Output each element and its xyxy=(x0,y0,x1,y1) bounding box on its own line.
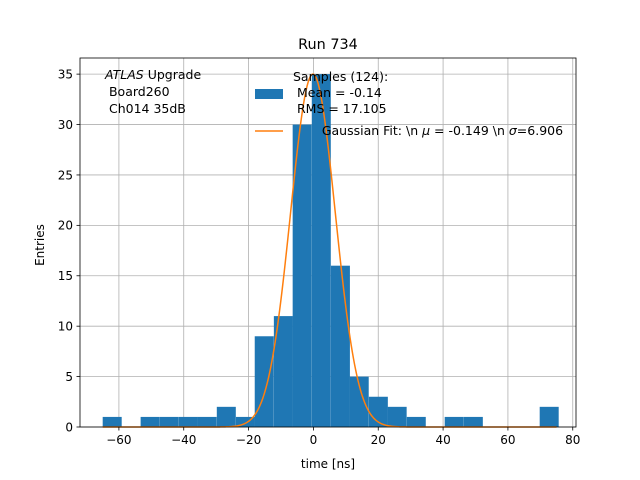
histogram-bar xyxy=(463,416,483,427)
y-tick-label: 15 xyxy=(58,269,73,283)
y-tick-label: 10 xyxy=(58,319,73,333)
histogram-bar xyxy=(387,406,407,427)
x-axis-label: time [ns] xyxy=(301,457,355,471)
legend-fit-mu: μ xyxy=(421,123,430,138)
histogram-bar xyxy=(444,416,464,427)
histogram-bar xyxy=(273,316,293,427)
legend-fit-label-mid: = -0.149 \n xyxy=(430,123,509,138)
x-tick-label: 60 xyxy=(500,433,515,447)
x-tick-label: 40 xyxy=(435,433,450,447)
x-tick-label: −60 xyxy=(106,433,131,447)
svg-text:ATLAS Upgrade: ATLAS Upgrade xyxy=(104,67,201,82)
legend-fit-label: Gaussian Fit: \n μ = -0.149 \n σ=6.906 xyxy=(294,123,583,138)
y-tick-label: 35 xyxy=(58,67,73,81)
histogram-bar xyxy=(368,396,388,427)
legend-fit-sigma: σ xyxy=(509,123,518,138)
histogram-bar xyxy=(539,406,559,427)
y-tick-label: 0 xyxy=(65,420,73,434)
histogram-bar xyxy=(349,376,369,427)
x-tick-label: −40 xyxy=(171,433,196,447)
legend-histogram-label-line3: RMS = 17.105 xyxy=(293,101,387,116)
histogram-bar xyxy=(235,416,255,427)
histogram-bar xyxy=(140,416,160,427)
histogram-bar xyxy=(292,124,312,427)
x-tick-label: −20 xyxy=(236,433,261,447)
legend-histogram-label-line2: Mean = -0.14 xyxy=(293,85,382,100)
histogram-bar xyxy=(159,416,179,427)
annotation-atlas-label: ATLAS xyxy=(104,67,144,82)
legend-fit-label-post: =6.906 xyxy=(517,123,563,138)
x-tick-label: 20 xyxy=(371,433,386,447)
annotation-board-label: Board260 xyxy=(105,84,170,99)
y-axis-label: Entries xyxy=(33,224,47,266)
legend-fit-label-pre: Gaussian Fit: \n xyxy=(322,123,422,138)
y-tick-label: 20 xyxy=(58,219,73,233)
legend: Samples (124): Mean = -0.14 RMS = 17.105… xyxy=(255,69,583,138)
axes-frame xyxy=(79,57,577,428)
histogram-bar xyxy=(406,416,426,427)
atlas-annotation: ATLAS Upgrade Board260 Ch014 35dB xyxy=(104,67,201,116)
x-tick-label: 0 xyxy=(310,433,318,447)
annotation-channel-label: Ch014 35dB xyxy=(105,101,186,116)
y-tick-label: 30 xyxy=(58,118,73,132)
histogram-bar xyxy=(102,416,122,427)
histogram-bar xyxy=(197,416,217,427)
plot-area: −60 −40 −20 0 20 40 60 80 0 5 10 15 20 25 30 35 xyxy=(58,57,580,447)
histogram-bar xyxy=(330,265,350,427)
y-tick-label: 25 xyxy=(58,168,73,182)
annotation-upgrade-label: Upgrade xyxy=(144,67,202,82)
y-tick-label: 5 xyxy=(65,370,73,384)
chart-title: Run 734 xyxy=(298,37,358,53)
legend-histogram-swatch xyxy=(255,89,283,99)
legend-histogram-label-line1: Samples (124): xyxy=(293,69,388,84)
histogram-bar xyxy=(254,336,274,427)
histogram-bar xyxy=(311,74,331,427)
histogram-bar xyxy=(178,416,198,427)
histogram-bar xyxy=(216,406,236,427)
x-tick-label: 80 xyxy=(565,433,580,447)
